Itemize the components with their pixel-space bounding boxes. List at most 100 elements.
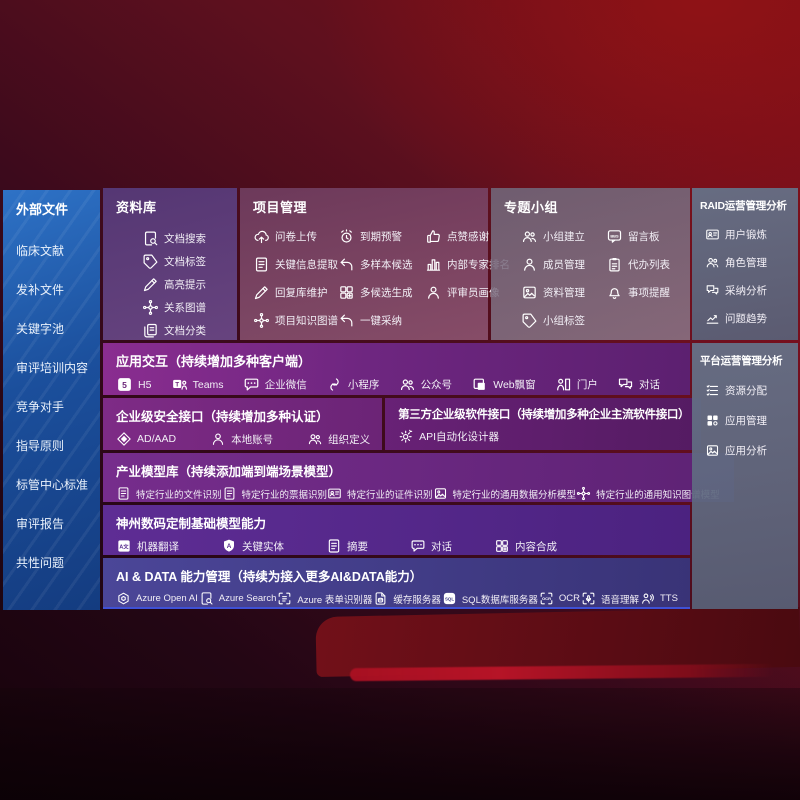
feature-label: H5 [138,378,152,391]
feature-item[interactable]: 关系图谱 [142,299,237,316]
external-files-title: 外部文件 [16,202,69,217]
feature-item[interactable]: 文档搜索 [142,230,237,247]
feature-item[interactable]: 应用管理 [705,413,798,428]
panel-title: 企业级安全接口（持续增加多种认证） [116,410,329,424]
sidebar-item[interactable]: 发补文件 [16,283,65,297]
sidebar-item[interactable]: 竞争对手 [16,400,65,414]
apps-grid-icon [705,413,720,428]
feature-item[interactable]: 事项提醒 [606,284,686,301]
feature-item[interactable]: 资料管理 [521,284,606,301]
industry-model-library-panel: 产业模型库（持续添加端到端场景模型） 特定行业的文件识别 特定行业的票据识别 特定行业… [103,453,734,502]
feature-item[interactable]: OCR [539,591,580,606]
feature-item[interactable]: 文档分类 [142,322,237,339]
feature-item[interactable]: 小组标签 [521,312,606,329]
feature-item[interactable]: Teams [171,376,224,393]
tag-icon [142,253,159,270]
feature-item[interactable]: 特定行业的文件识别 [116,486,222,501]
panel-title: 神州数码定制基础模型能力 [116,517,267,531]
doc-extract-icon [253,256,270,273]
panel-title: 产业模型库（持续添加端到端场景模型） [116,465,342,479]
feature-item[interactable]: 内容合成 [494,538,557,554]
feature-item[interactable]: 用户锻炼 [705,227,798,242]
feature-item[interactable]: 关键实体 [221,538,284,554]
feature-item[interactable]: 小程序 [326,376,379,393]
feature-label: 多候选生成 [360,287,413,299]
feature-item[interactable]: 采纳分析 [705,283,798,298]
feature-item[interactable]: Web飘窗 [471,376,536,393]
invoice-recognize-icon [222,486,237,501]
panel-title: AI & DATA 能力管理（持续为接入更多AI&DATA能力） [116,570,423,584]
doc-category-icon [142,322,159,339]
feature-item[interactable]: Azure Search [199,591,276,606]
feature-item[interactable]: 代办列表 [606,256,686,273]
feature-label: TTS [660,593,678,604]
feature-item[interactable]: 资源分配 [705,383,798,398]
feature-item[interactable]: 特定行业的通用知识图谱模型 [576,486,720,501]
feature-item[interactable]: 企业微信 [243,376,307,393]
feature-item[interactable]: 角色管理 [705,255,798,270]
feature-item[interactable]: 对话 [410,538,452,554]
feature-item[interactable]: API自动化设计器 [398,428,499,444]
feature-item[interactable]: 成员管理 [521,256,606,273]
feature-item[interactable]: 语音理解 [581,591,639,606]
sidebar-item[interactable]: 指导原则 [16,439,65,453]
official-account-icon [399,376,416,393]
trend-chart-icon [705,311,720,326]
feature-item[interactable]: 门户 [555,376,598,393]
feature-item[interactable]: 特定行业的票据识别 [222,486,328,501]
feature-label: 特定行业的通用数据分析模型 [452,489,577,501]
sidebar-item[interactable]: 审评报告 [16,517,65,531]
feature-item[interactable]: 关键信息提取 [253,256,338,273]
feature-item[interactable]: 缓存服务器 [373,591,441,606]
feature-item[interactable]: 组织定义 [307,431,370,447]
feature-item[interactable]: 项目知识图谱 [253,312,338,329]
feature-item[interactable]: 文档标签 [142,253,237,270]
feature-item[interactable]: TTS [640,591,678,606]
feature-item[interactable]: 点赞感谢 [425,228,510,245]
feature-item[interactable]: Azure 表单识别器 [277,591,372,606]
feature-label: 一键采纳 [360,315,402,327]
feature-item[interactable]: 多样本候选 [338,256,425,273]
feature-item[interactable]: 公众号 [399,376,452,393]
feature-item[interactable]: SQL数据库服务器 [442,591,538,606]
row-3: 神州数码定制基础模型能力 机器翻译 关键实体 摘要 对话 内容合成 [103,505,690,555]
feature-label: 回复库维护 [275,287,328,299]
ad-shield-icon [116,431,132,447]
adopt-arrow-icon [338,312,355,329]
feature-item[interactable]: 机器翻译 [116,538,179,554]
feature-item[interactable]: 高亮提示 [142,276,237,293]
feature-item[interactable]: H5 [116,376,151,393]
feature-item[interactable]: 摘要 [326,538,368,554]
sidebar-item[interactable]: 关键字池 [16,322,65,336]
sidebar-item[interactable]: 审评培训内容 [16,361,89,375]
feature-item[interactable]: 到期预警 [338,228,425,245]
feature-item[interactable]: 回复库维护 [253,284,338,301]
feature-item[interactable]: AD/AAD [116,431,176,447]
panel-title: 专题小组 [504,200,559,215]
app-interaction-items: H5 Teams 企业微信 小程序 公众号 Web飘窗 门户 对话 [116,376,660,393]
third-party-api-items: API自动化设计器 [398,428,689,444]
panel-title: 应用交互（持续增加多种客户端） [116,354,312,369]
feature-item[interactable]: 一键采纳 [338,312,425,329]
panel-title: 平台运营管理分析 [700,355,783,367]
group-icon [521,228,538,245]
feature-item[interactable]: 特定行业的证件识别 [327,486,433,501]
sidebar-item[interactable]: 共性问题 [16,556,65,570]
feature-item[interactable]: 多候选生成 [338,284,425,301]
feature-item[interactable]: 本地账号 [210,431,273,447]
feature-label: 内容合成 [515,540,557,553]
feature-item[interactable]: 留言板 [606,228,686,245]
sidebar-item[interactable]: 临床文献 [16,244,65,258]
feature-item[interactable]: 评审员画像 [425,284,510,301]
feature-label: 特定行业的票据识别 [241,489,328,501]
feature-item[interactable]: 对话 [617,376,660,393]
feature-item[interactable]: Azure Open AI [116,591,198,606]
feature-label: 门户 [576,379,598,391]
feature-item[interactable]: 应用分析 [705,443,798,458]
feature-item[interactable]: 小组建立 [521,228,606,245]
feature-item[interactable]: 问题趋势 [705,311,798,326]
sidebar-item[interactable]: 标管中心标准 [16,478,89,492]
feature-item[interactable]: 特定行业的通用数据分析模型 [433,486,577,501]
feature-item[interactable]: 问卷上传 [253,228,338,245]
